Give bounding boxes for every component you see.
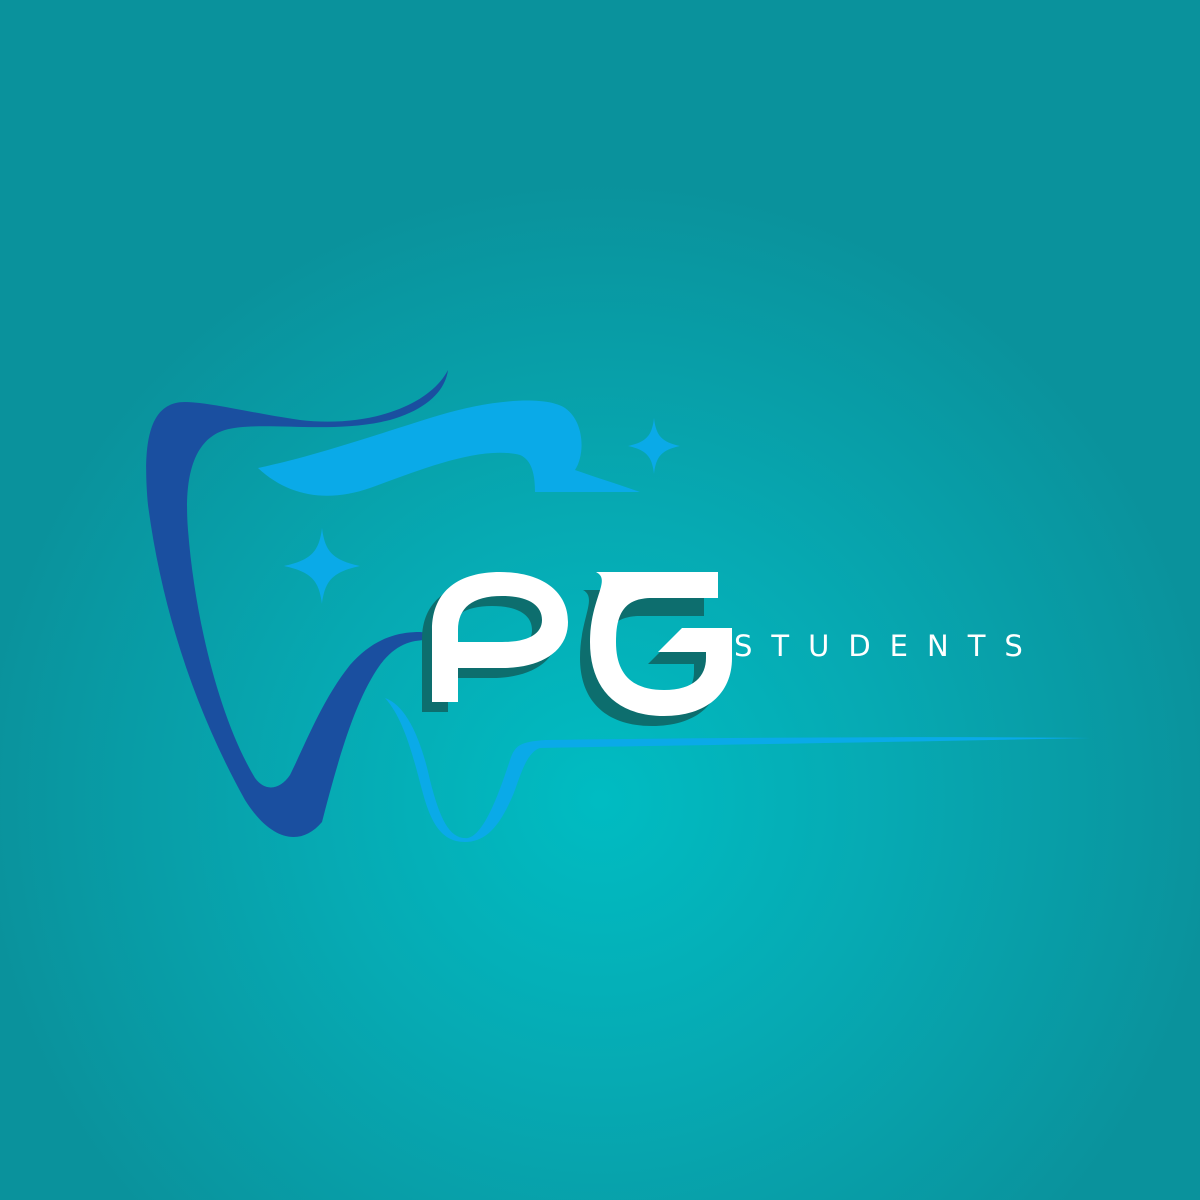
tagline: STUDENTS — [734, 629, 1042, 663]
tooth-root-wave — [385, 698, 1090, 842]
sparkle-icon — [284, 528, 360, 604]
tooth-crown-wave — [258, 400, 640, 496]
monogram — [432, 572, 732, 716]
tooth-outline-left — [146, 370, 448, 838]
letter-g — [590, 572, 732, 716]
tooth-icon — [146, 370, 1090, 842]
sparkle-icon — [628, 418, 680, 474]
letter-p — [432, 572, 568, 702]
